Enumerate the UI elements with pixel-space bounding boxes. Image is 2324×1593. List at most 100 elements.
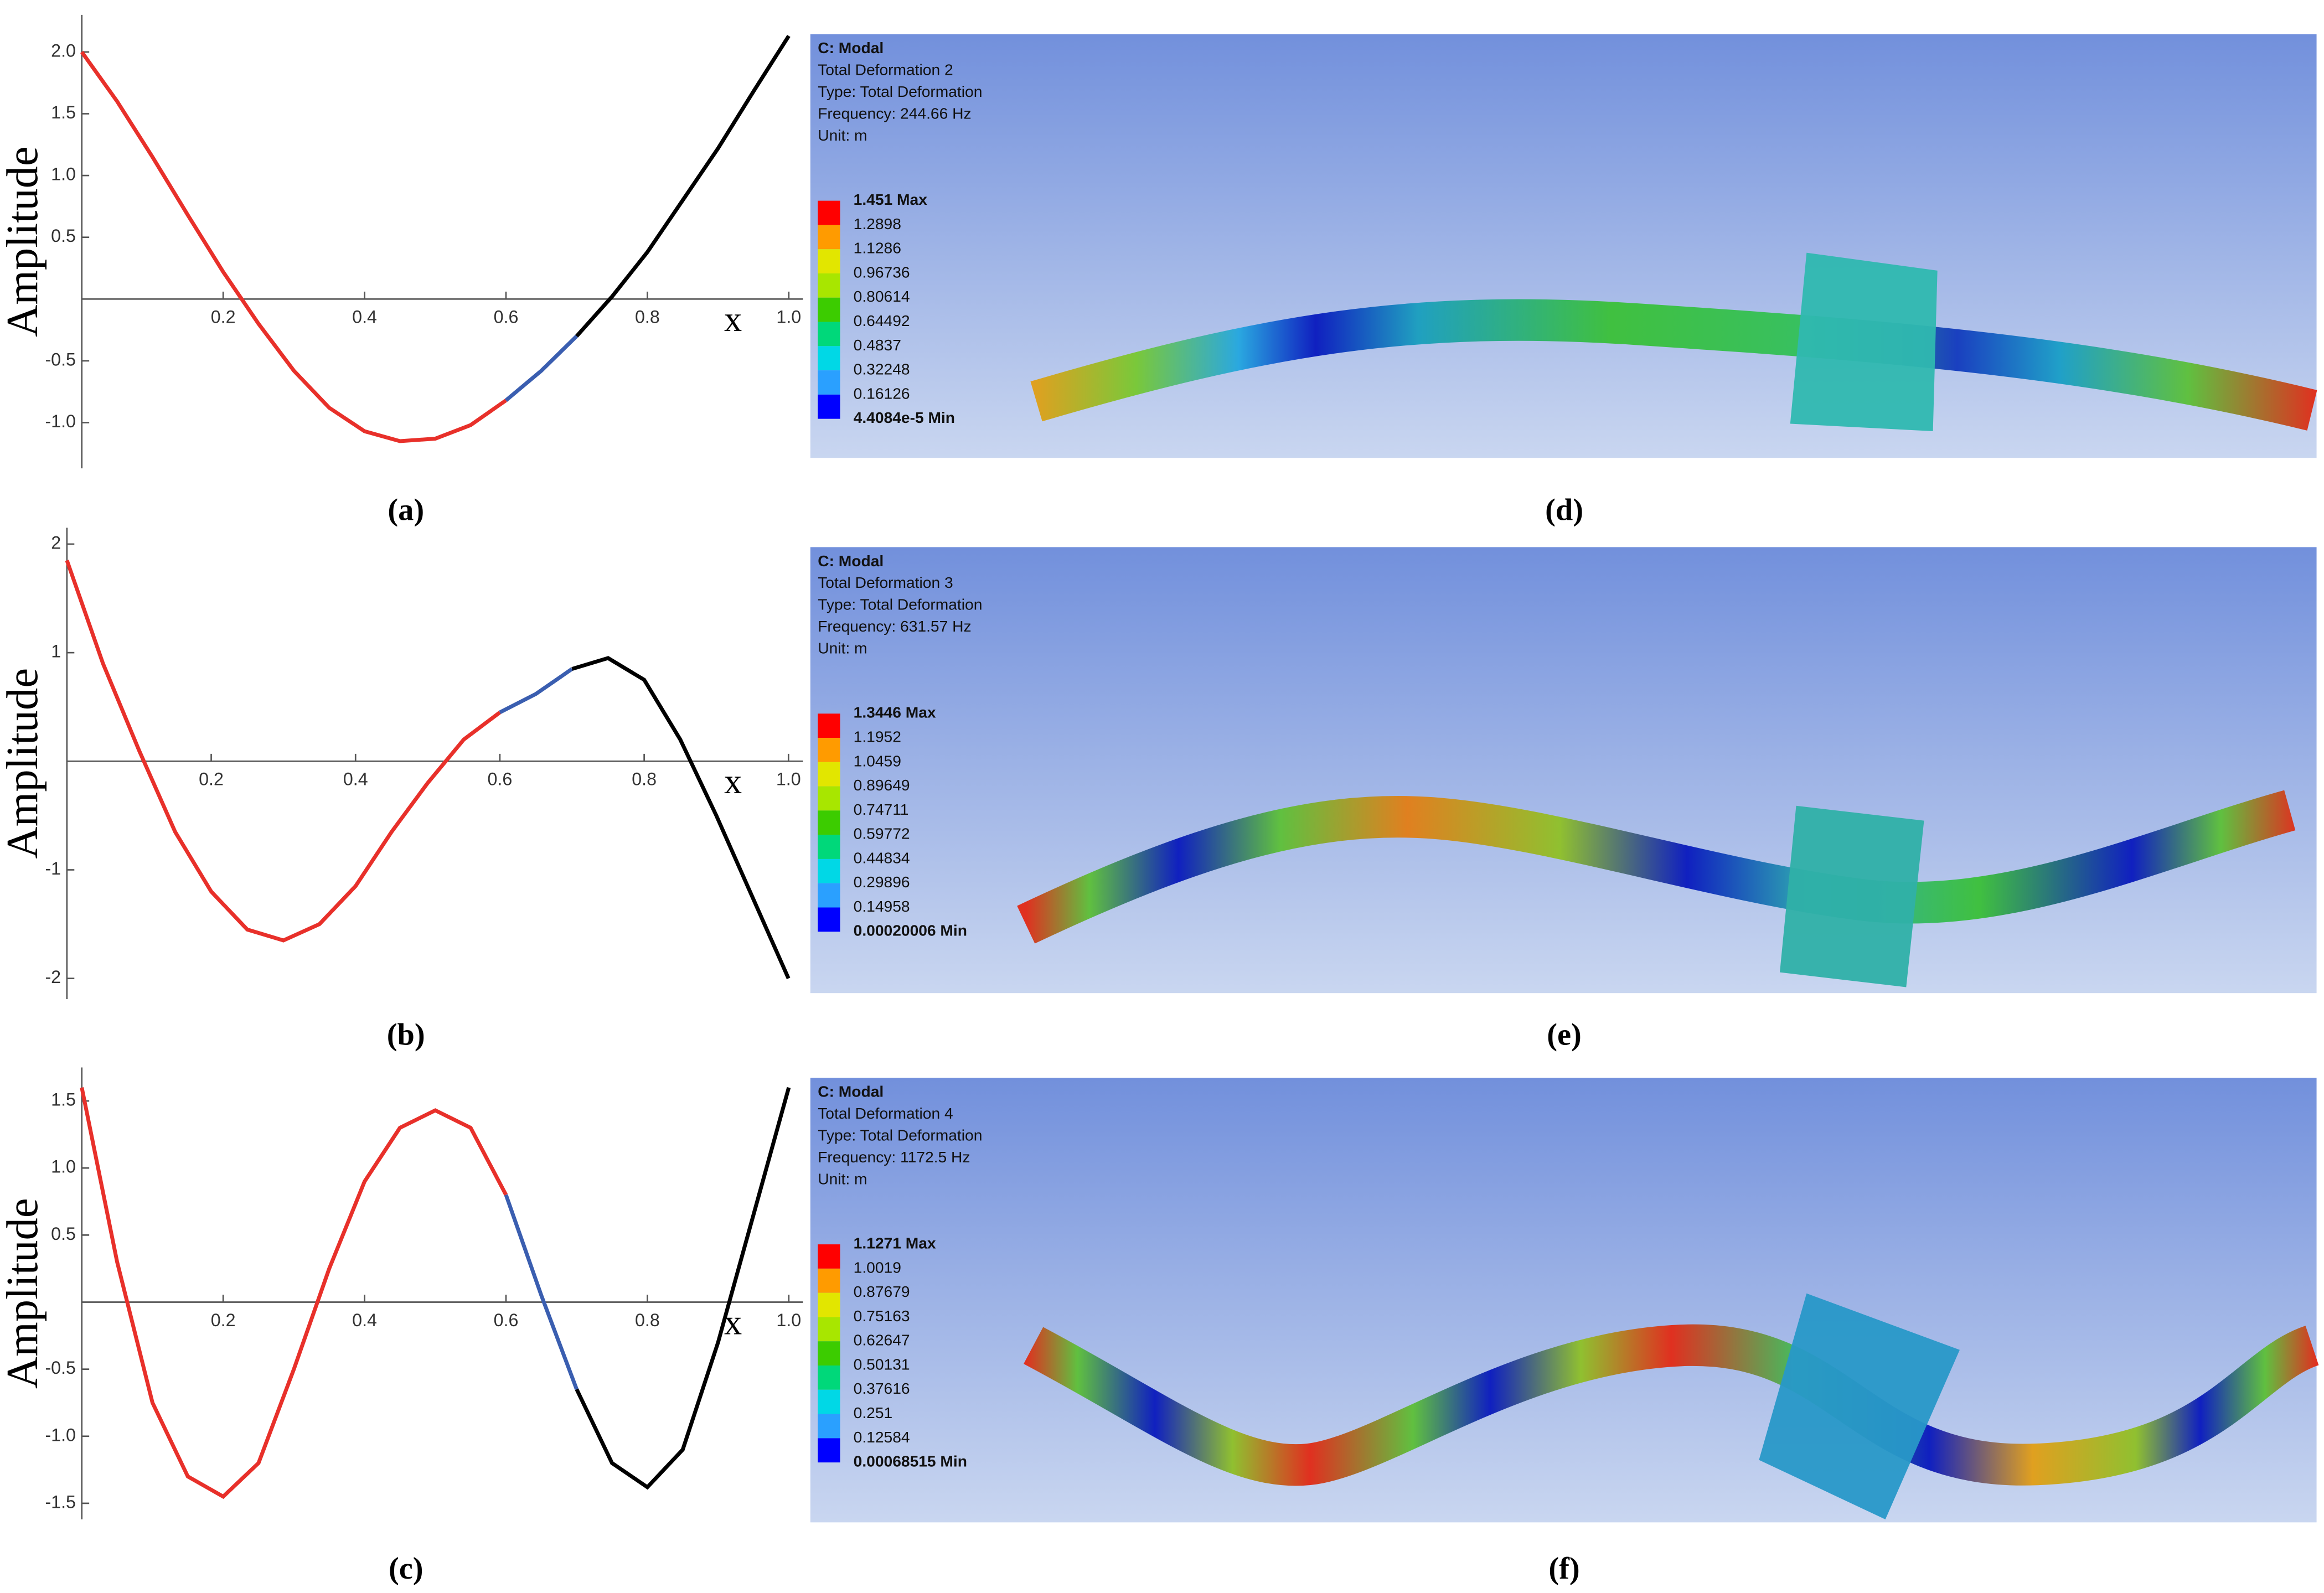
x-tick-label: 0.2 [199,769,224,789]
legend-label: 0.89649 [854,776,910,794]
legend-swatch [818,1292,840,1317]
result-info: Type: Total Deformation [818,1126,982,1144]
legend-label: 0.96736 [854,263,910,281]
legend-swatch [818,322,840,346]
result-info: Type: Total Deformation [818,596,982,613]
legend-swatch [818,346,840,371]
legend-swatch [818,200,840,225]
y-tick-label: -1.0 [45,411,76,431]
legend-label: 0.75163 [854,1307,910,1325]
y-tick-label: -0.5 [45,1358,76,1378]
legend-label: 0.87679 [854,1282,910,1300]
legend-swatch [818,907,840,932]
line-series [575,34,791,338]
legend-label: 0.32248 [854,360,910,378]
legend-swatch [818,786,840,811]
line-series [504,334,579,402]
y-tick-label: 0.5 [51,226,76,246]
legend-swatch [818,738,840,762]
line-series [65,560,502,943]
legend-swatch [818,249,840,273]
x-tick-label: 0.2 [211,307,236,327]
legend-label: 0.62647 [854,1331,910,1349]
caption: (d) [1545,493,1583,527]
legend-label: 1.0019 [854,1258,901,1276]
legend-label: 0.44834 [854,849,910,866]
result-info: Unit: m [818,639,867,657]
legend-label: 0.00020006 Min [854,922,967,939]
legend-label: 0.14958 [854,897,910,915]
legend-swatch [818,883,840,908]
legend-label: 1.451 Max [854,190,928,208]
legend-swatch [818,225,840,250]
result-info: Unit: m [818,126,867,144]
result-info: Type: Total Deformation [818,82,982,100]
line-series [80,1087,508,1499]
x-tick-label: 0.2 [211,1310,236,1330]
result-info: Total Deformation 4 [818,1104,953,1122]
legend-label: 0.4837 [854,336,901,354]
y-tick-label: 0.5 [51,1224,76,1244]
x-tick-label: 0.4 [352,307,377,327]
legend-label: 1.2898 [854,215,901,232]
legend-swatch [818,713,840,738]
legend-label: 1.1271 Max [854,1234,936,1252]
line-series [575,1087,791,1490]
y-tick-label: 1.5 [51,102,76,122]
x-tick-label: 1.0 [776,1310,801,1330]
beam [1017,790,2296,944]
result-info: C: Modal [818,552,884,570]
x-axis-label: x [724,762,742,801]
legend-label: 0.50131 [854,1355,910,1373]
legend-label: 1.1952 [854,727,901,745]
legend-swatch [818,810,840,835]
beam [1024,1324,2320,1486]
caption: (c) [389,1551,424,1586]
mass-block [1779,805,1924,987]
line-series [80,50,507,443]
legend-label: 0.37616 [854,1379,910,1397]
legend-swatch [818,1414,840,1439]
result-info: C: Modal [818,1083,884,1100]
y-tick-label: -1.0 [45,1425,76,1445]
legend-swatch [818,1366,840,1390]
caption: (e) [1547,1018,1582,1052]
legend-label: 0.64492 [854,312,910,329]
caption: (a) [388,493,424,527]
legend-swatch [818,1244,840,1269]
x-tick-label: 0.4 [343,769,368,789]
legend-swatch [818,1341,840,1366]
line-series [499,667,574,715]
result-info: C: Modal [818,39,884,56]
result-info: Frequency: 631.57 Hz [818,617,971,635]
legend-swatch [818,1438,840,1463]
x-tick-label: 0.8 [632,769,657,789]
y-axis-label: Amplitude [0,146,47,337]
legend-swatch [818,835,840,859]
legend-label: 4.4084e-5 Min [854,408,955,426]
mass-block [1759,1293,1960,1519]
result-info: Total Deformation 2 [818,61,953,79]
result-info: Frequency: 1172.5 Hz [818,1148,970,1166]
y-tick-label: -0.5 [45,349,76,369]
legend-label: 1.3446 Max [854,704,936,721]
legend-swatch [818,394,840,419]
legend-label: 0.74711 [854,800,909,818]
line-series [571,656,791,980]
line-series [504,1194,579,1390]
y-tick-label: -2 [45,967,61,987]
legend-swatch [818,1317,840,1342]
x-tick-label: 1.0 [776,307,801,327]
result-info: Frequency: 244.66 Hz [818,105,971,122]
y-tick-label: 2 [51,532,61,552]
legend-label: 0.251 [854,1404,893,1421]
y-tick-label: 2.0 [51,40,76,60]
result-info: Unit: m [818,1170,867,1188]
y-tick-label: -1.5 [45,1492,76,1512]
legend-swatch [818,1389,840,1414]
x-tick-label: 0.6 [494,307,519,327]
legend-swatch [818,762,840,787]
beam [1030,299,2317,431]
x-tick-label: 0.4 [352,1310,377,1330]
legend-label: 1.0459 [854,752,901,769]
